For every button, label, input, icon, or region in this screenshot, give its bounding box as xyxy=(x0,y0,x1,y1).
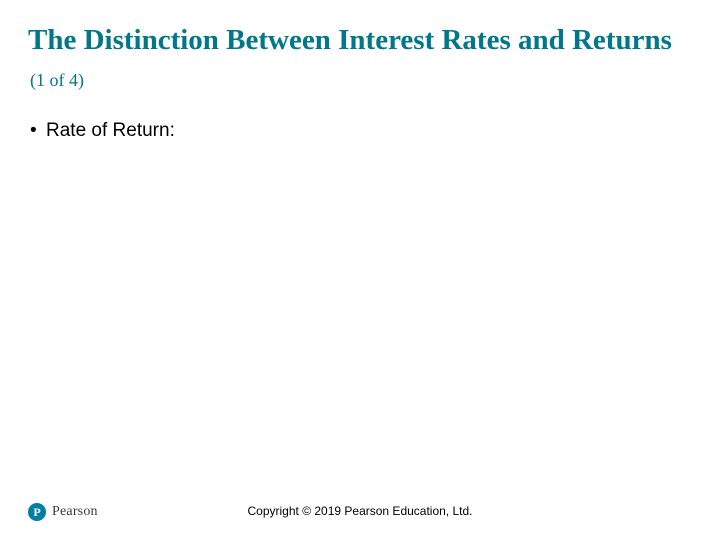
bullet-text: Rate of Return: xyxy=(46,120,175,141)
slide-title: The Distinction Between Interest Rates a… xyxy=(28,20,692,94)
bullet-list: Rate of Return: xyxy=(28,120,692,142)
slide: The Distinction Between Interest Rates a… xyxy=(0,0,720,540)
list-item: Rate of Return: xyxy=(30,120,692,142)
logo-badge-icon: P xyxy=(28,503,46,521)
logo-letter: P xyxy=(33,506,40,518)
footer: P Pearson xyxy=(0,498,720,526)
pearson-logo: P Pearson xyxy=(28,503,98,521)
title-main: The Distinction Between Interest Rates a… xyxy=(28,24,672,56)
title-sub: (1 of 4) xyxy=(30,70,84,90)
logo-wordmark: Pearson xyxy=(52,504,98,520)
